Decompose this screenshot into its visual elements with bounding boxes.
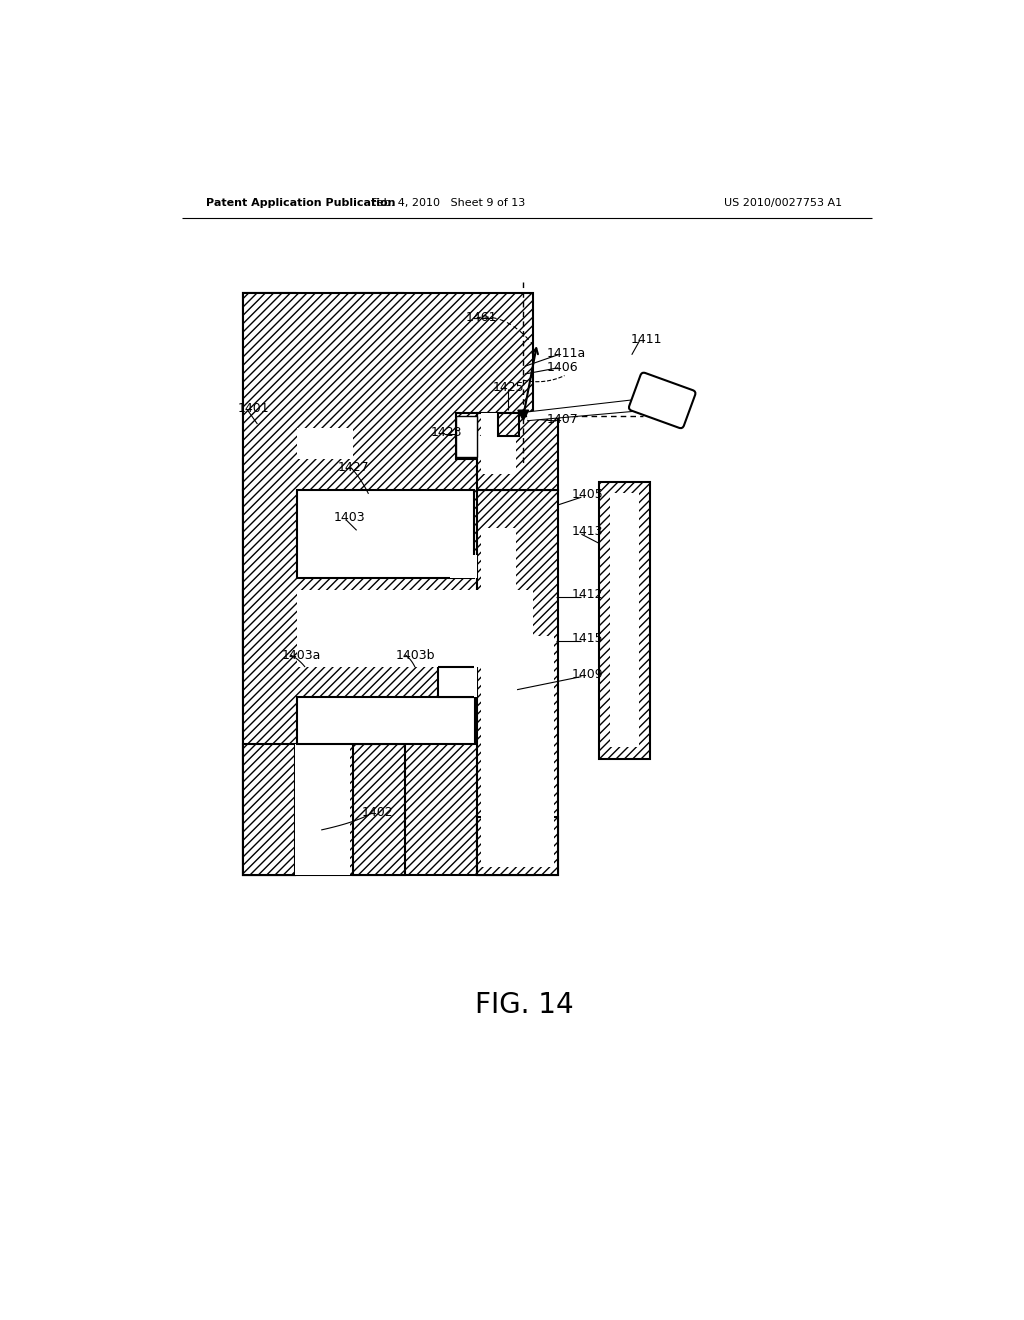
Text: 1403: 1403 (334, 511, 365, 524)
Bar (477, 817, 558, 875)
Text: 1402: 1402 (362, 807, 393, 820)
Bar (456, 416, 477, 457)
Bar (297, 590, 532, 667)
Text: 1412: 1412 (572, 589, 603, 602)
Text: 1405: 1405 (572, 488, 604, 502)
FancyBboxPatch shape (629, 372, 695, 428)
Text: Patent Application Publication: Patent Application Publication (206, 198, 395, 209)
Bar (243, 293, 534, 875)
Polygon shape (527, 400, 641, 420)
Bar (477, 436, 499, 459)
Bar (438, 667, 477, 697)
Bar (243, 459, 534, 490)
Text: FIG. 14: FIG. 14 (475, 991, 574, 1019)
Text: 1461: 1461 (466, 312, 498, 325)
Bar (450, 554, 477, 578)
Bar (297, 490, 474, 578)
Bar (352, 293, 403, 459)
Bar (297, 490, 474, 578)
Text: Feb. 4, 2010   Sheet 9 of 13: Feb. 4, 2010 Sheet 9 of 13 (371, 198, 525, 209)
Bar (243, 490, 297, 667)
Bar (243, 590, 534, 667)
Polygon shape (518, 411, 528, 420)
Text: 1427: 1427 (337, 462, 369, 474)
Text: 1411: 1411 (631, 333, 663, 346)
Bar (243, 293, 295, 875)
Text: 1413: 1413 (572, 525, 603, 539)
Bar (477, 490, 558, 875)
Text: 1423: 1423 (430, 426, 462, 440)
Bar (477, 412, 558, 490)
Text: 1415: 1415 (572, 632, 604, 645)
Bar (237, 289, 771, 875)
Bar (297, 697, 475, 743)
Bar (480, 817, 554, 867)
Text: 1403b: 1403b (396, 648, 435, 661)
Bar (456, 416, 477, 459)
Bar (515, 636, 554, 851)
Text: 1409: 1409 (572, 668, 604, 681)
Text: 1411a: 1411a (547, 347, 586, 360)
Bar (456, 412, 477, 459)
Bar (352, 743, 406, 875)
Bar (295, 743, 312, 875)
Text: 1407: 1407 (547, 413, 579, 426)
Text: US 2010/0027753 A1: US 2010/0027753 A1 (724, 198, 843, 209)
Bar (243, 743, 295, 875)
Bar (610, 494, 639, 747)
Bar (297, 743, 349, 875)
Text: 1406: 1406 (547, 360, 579, 374)
Text: 1425: 1425 (493, 381, 524, 395)
Text: 1401: 1401 (238, 403, 269, 416)
Bar (297, 697, 475, 743)
Bar (498, 413, 518, 436)
Bar (297, 428, 352, 459)
Bar (480, 413, 515, 474)
Text: 1403a: 1403a (282, 648, 321, 661)
Bar (480, 528, 515, 851)
Bar (599, 482, 649, 759)
